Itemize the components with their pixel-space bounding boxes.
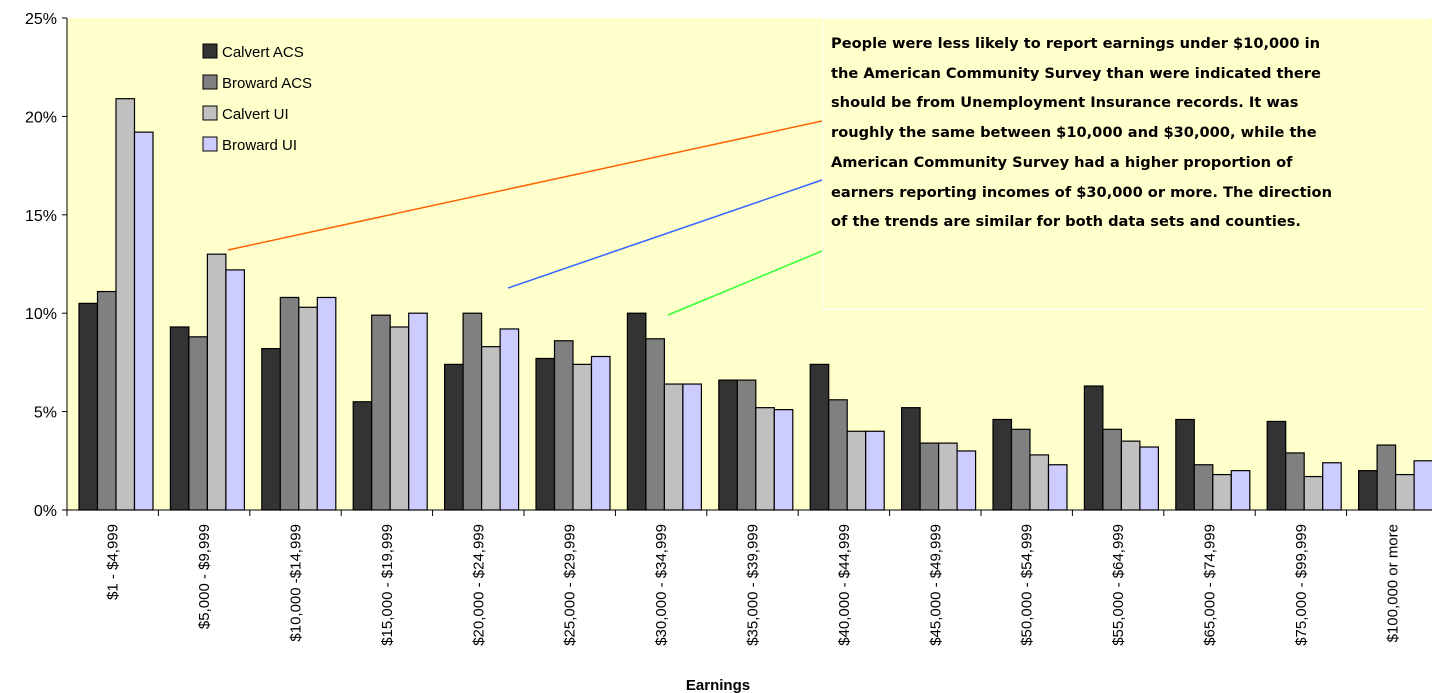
bar <box>261 348 281 511</box>
x-tick-label: $5,000 - $9,999 <box>196 524 213 629</box>
pointer-line <box>667 250 823 316</box>
bar <box>408 312 428 511</box>
bar <box>298 306 318 511</box>
bar <box>809 363 830 511</box>
bar <box>773 409 794 511</box>
bar <box>133 131 154 511</box>
bar <box>462 312 483 511</box>
x-tick-label: $30,000 - $34,999 <box>653 524 670 646</box>
annotation-pointers <box>227 120 823 316</box>
y-tick-label: 15% <box>25 208 57 225</box>
bar <box>1285 452 1305 511</box>
y-tick-label: 25% <box>25 11 57 28</box>
legend-label: Calvert ACS <box>222 44 304 61</box>
legend-label: Broward ACS <box>222 75 312 92</box>
x-tick-label: $25,000 - $29,999 <box>562 524 579 646</box>
bar <box>371 314 391 511</box>
bar <box>1357 470 1378 511</box>
bar <box>1394 473 1415 511</box>
bar <box>572 363 593 511</box>
bar <box>1029 454 1050 511</box>
bar <box>444 363 464 511</box>
bar <box>1413 460 1432 511</box>
bar <box>499 328 520 511</box>
y-axis: 0% 5% 10% 15% 20% 25% <box>25 11 67 520</box>
bar <box>1230 470 1251 511</box>
bar <box>865 430 885 511</box>
bar <box>481 346 501 511</box>
x-tick-label: $40,000 - $44,999 <box>836 524 853 646</box>
bar <box>169 326 190 511</box>
bar <box>590 355 611 511</box>
bar <box>900 407 921 511</box>
bar <box>206 253 227 511</box>
x-axis-title: Earnings <box>686 677 750 693</box>
bar <box>736 379 757 511</box>
bar <box>96 290 117 511</box>
x-tick-label: $50,000 - $54,999 <box>1019 524 1036 646</box>
bar <box>718 379 738 511</box>
bar <box>919 442 940 511</box>
bar <box>682 383 703 511</box>
x-tick-label: $75,000 - $99,999 <box>1293 524 1310 646</box>
bar <box>1322 462 1342 511</box>
legend-swatch <box>202 105 218 121</box>
bar <box>553 340 574 511</box>
annotation-text: People were less likely to report earnin… <box>822 18 1428 310</box>
bar <box>937 442 958 511</box>
x-tick-label: $65,000 - $74,999 <box>1202 524 1219 646</box>
bar <box>645 338 666 511</box>
bar <box>1047 464 1068 511</box>
x-tick-label: $20,000 - $24,999 <box>470 524 487 646</box>
bar <box>626 312 647 511</box>
bar <box>1010 428 1031 511</box>
y-tick-label: 10% <box>25 306 57 323</box>
bar <box>115 98 136 511</box>
pointer-line <box>507 179 823 289</box>
legend-swatch <box>202 74 218 90</box>
y-tick-label: 0% <box>34 503 57 520</box>
x-tick-label: $55,000 - $64,999 <box>1110 524 1127 646</box>
bar <box>828 399 848 511</box>
legend: Calvert ACS Broward ACS Calvert UI Broward … <box>202 43 312 154</box>
bar <box>188 336 208 511</box>
bar <box>279 296 300 511</box>
bar <box>1376 444 1397 511</box>
bar <box>389 326 410 511</box>
bar <box>846 430 867 511</box>
bar <box>755 407 775 511</box>
bar <box>352 401 373 511</box>
legend-label: Calvert UI <box>222 106 289 123</box>
x-axis: $1 - $4,999 $5,000 - $9,999 $10,000 -$14,9… <box>66 510 1401 646</box>
bar <box>663 383 684 511</box>
legend-swatch <box>202 43 218 59</box>
bar <box>1175 418 1195 511</box>
x-tick-label: $35,000 - $39,999 <box>745 524 762 646</box>
bar <box>1212 473 1232 511</box>
y-tick-label: 5% <box>34 405 57 422</box>
bar <box>1303 475 1324 511</box>
bar <box>316 296 337 511</box>
x-tick-label: $1 - $4,999 <box>105 524 122 600</box>
x-tick-label: $10,000 -$14,999 <box>288 524 305 642</box>
legend-label: Broward UI <box>222 137 297 154</box>
legend-swatch <box>202 136 218 152</box>
bar <box>225 269 245 511</box>
bar <box>956 450 977 511</box>
y-tick-label: 20% <box>25 109 57 126</box>
bar <box>992 418 1013 511</box>
x-tick-label: $15,000 - $19,999 <box>379 524 396 646</box>
bar <box>1083 385 1104 511</box>
bar <box>1139 446 1160 511</box>
bar <box>1102 428 1123 511</box>
bar <box>535 357 556 511</box>
bar <box>78 302 99 511</box>
x-tick-label: $100,000 or more <box>1384 524 1401 642</box>
bar <box>1266 420 1287 511</box>
bar <box>1193 464 1214 511</box>
x-tick-label: $45,000 - $49,999 <box>927 524 944 646</box>
bar <box>1120 440 1141 511</box>
pointer-line <box>227 120 823 251</box>
